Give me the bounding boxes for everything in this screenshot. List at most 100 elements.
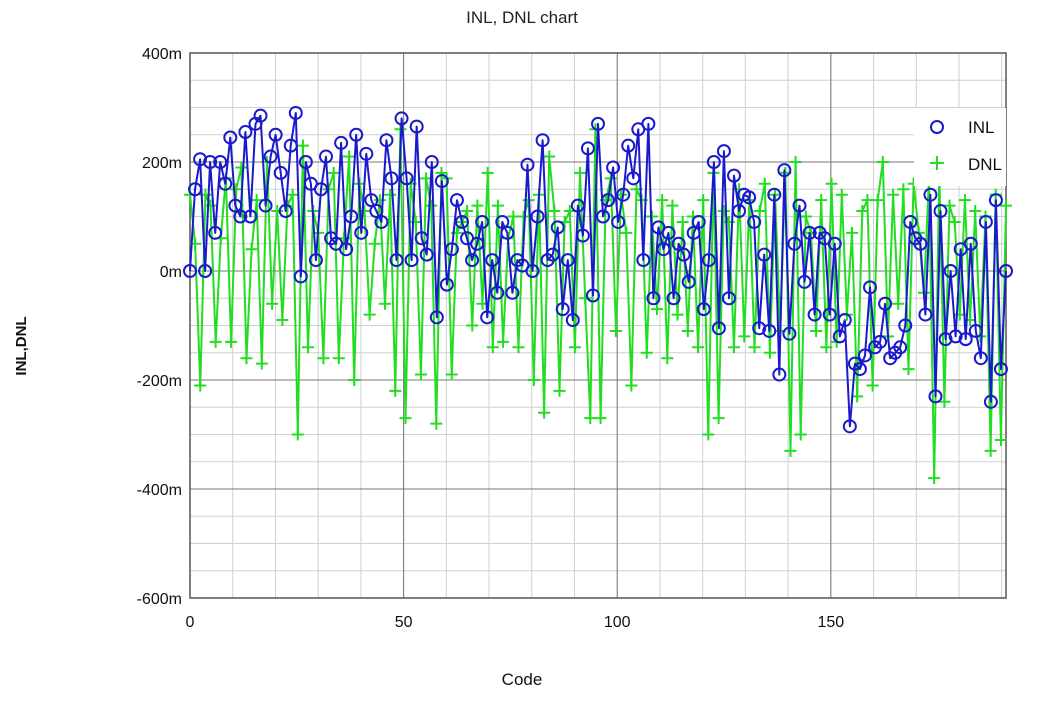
inl-point [802,225,817,240]
inl-point [470,236,485,251]
dnl-point [928,472,941,485]
dnl-point [728,341,740,354]
inl-point [404,253,419,268]
dnl-point [958,194,971,207]
dnl-point [276,314,289,327]
inl-point [691,214,706,229]
dnl-point [579,292,592,305]
inl-point [308,253,323,268]
dnl-point [994,433,1007,446]
inl-point [233,209,248,224]
inl-point [198,264,213,278]
inl-point [213,155,228,169]
dnl-point [568,341,581,354]
dnl-point [897,183,910,196]
dnl-point [466,319,479,332]
dnl-point [230,183,243,196]
x-tick-label: 0 [186,614,195,631]
inl-point [505,285,520,300]
inl-point [490,285,505,300]
dnl-point [348,374,361,386]
inl-point [681,274,696,289]
dnl-point [856,205,869,218]
dnl-point [799,210,812,223]
dnl-point [491,199,504,212]
inl-point [787,236,802,251]
legend-dnl-marker [930,156,944,170]
dnl-point [271,205,284,218]
inl-point [319,149,333,164]
dnl-point [543,150,556,163]
dnl-point [609,324,622,337]
y-tick-label: 0m [160,264,182,281]
dnl-point [235,161,248,174]
dnl-point [1000,199,1012,212]
inl-point [465,253,480,268]
dnl-point [784,444,797,457]
inl-point [409,119,424,134]
inl-series [183,105,1013,434]
inl-point [364,193,379,208]
inl-point [857,348,872,363]
inl-point [475,214,490,229]
inl-point [973,351,988,366]
inl-point [570,198,585,213]
x-tick-label: 50 [395,614,413,631]
dnl-point [240,352,253,365]
y-axis-label: INL,DNL [13,316,30,375]
inl-point [792,198,807,213]
dnl-point [430,417,443,430]
dnl-point [656,194,669,207]
inl-point [389,253,404,268]
inl-point [480,310,495,325]
inl-point [429,310,444,325]
dnl-point [758,177,771,190]
chart-title: INL, DNL chart [466,8,578,27]
inl-point [560,253,575,268]
dnl-point [815,194,828,207]
inl-point [873,334,888,349]
inl-point [878,296,893,311]
dnl-point [302,341,315,354]
inl-point [444,242,459,257]
inl-point [273,165,288,180]
dnl-point [820,341,833,354]
inl-point [636,253,651,268]
inl-point [671,236,686,251]
dnl-point [255,357,268,370]
dnl-point [286,188,299,201]
inl-point [384,171,399,186]
dnl-point [194,379,207,392]
dnl-point [835,188,848,201]
dnl-point [435,166,448,179]
inl-point [958,332,973,347]
dnl-point [481,166,494,179]
dnl-point [938,395,951,408]
inl-point [777,163,792,178]
inl-point [288,105,303,120]
inl-point [621,138,636,153]
inl-point [943,264,958,278]
dnl-point [666,199,679,212]
dnl-point [517,210,530,223]
inl-point [898,318,913,333]
inl-point [313,182,328,197]
inl-point [727,168,741,183]
dnl-point [296,139,309,152]
inl-point [948,329,963,344]
inl-point [983,394,998,409]
dnl-point [712,412,725,425]
dnl-point [409,215,422,228]
inl-point [374,214,389,229]
inl-point [601,193,616,208]
inl-point [716,144,731,159]
inl-point [797,274,812,289]
dnl-point [676,215,689,228]
dnl-point [861,194,874,207]
dnl-point [414,368,427,381]
inl-point [545,247,560,262]
dnl-point [794,428,807,441]
inl-point [495,214,510,229]
inl-point [656,242,671,257]
dnl-line [189,128,1007,480]
